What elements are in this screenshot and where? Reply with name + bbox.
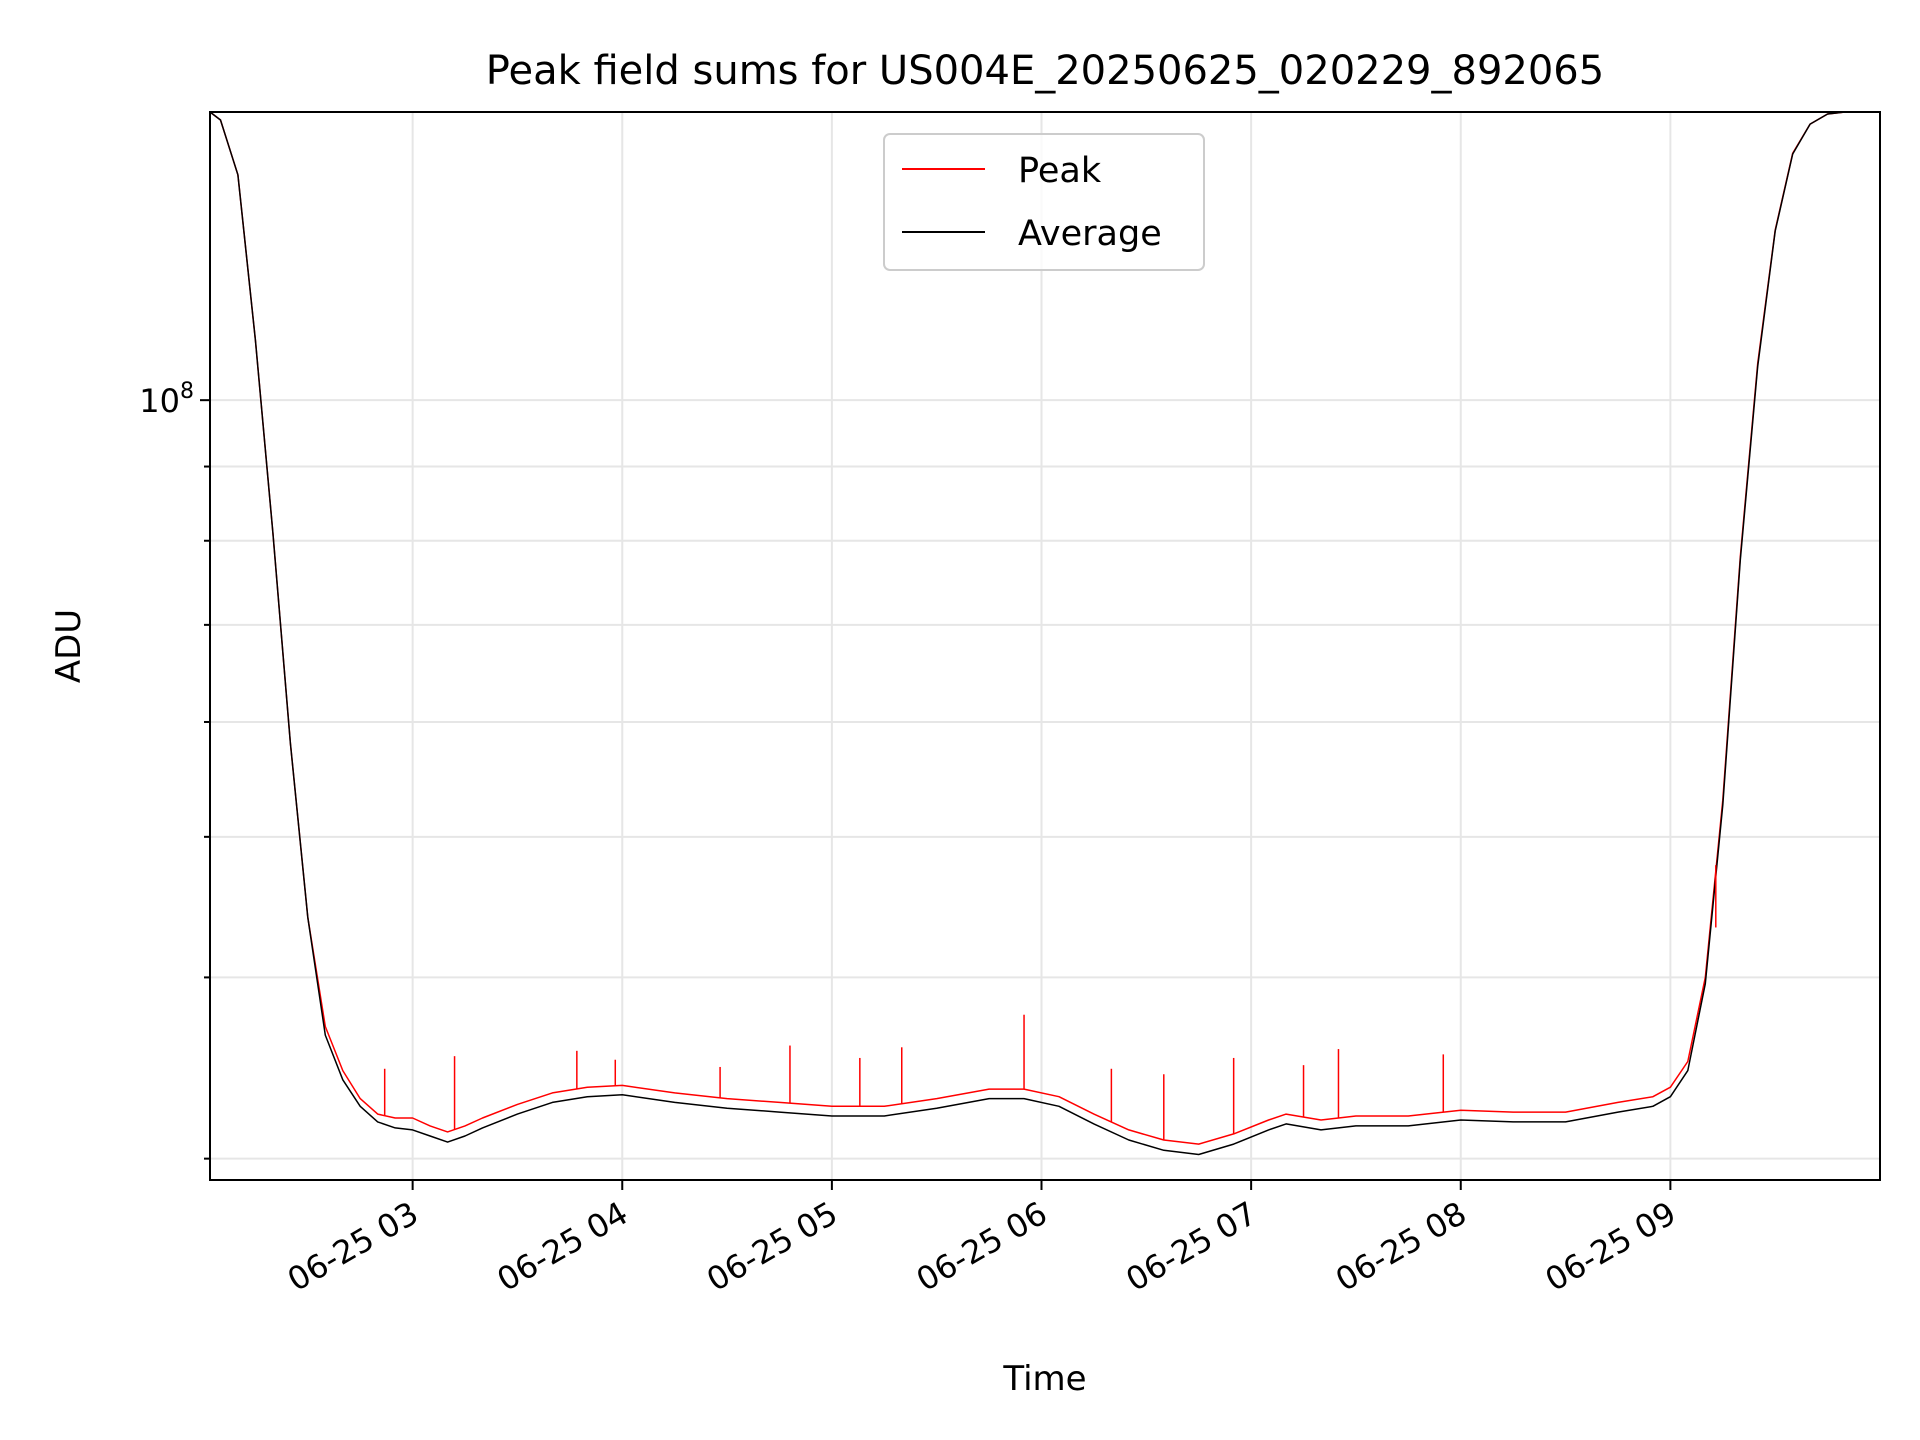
x-axis-label: Time	[1002, 1359, 1086, 1399]
legend-label-peak: Peak	[1018, 151, 1102, 191]
y-axis-label: ADU	[49, 609, 89, 683]
plot-frame	[209, 111, 1881, 1181]
chart-title: Peak field sums for US004E_20250625_0202…	[486, 48, 1604, 94]
series-layer	[209, 111, 1880, 1156]
legend-label-average: Average	[1018, 214, 1162, 254]
series-line-average	[209, 111, 1880, 1156]
grid	[210, 112, 1880, 1180]
legend: Peak Average	[883, 133, 1205, 271]
